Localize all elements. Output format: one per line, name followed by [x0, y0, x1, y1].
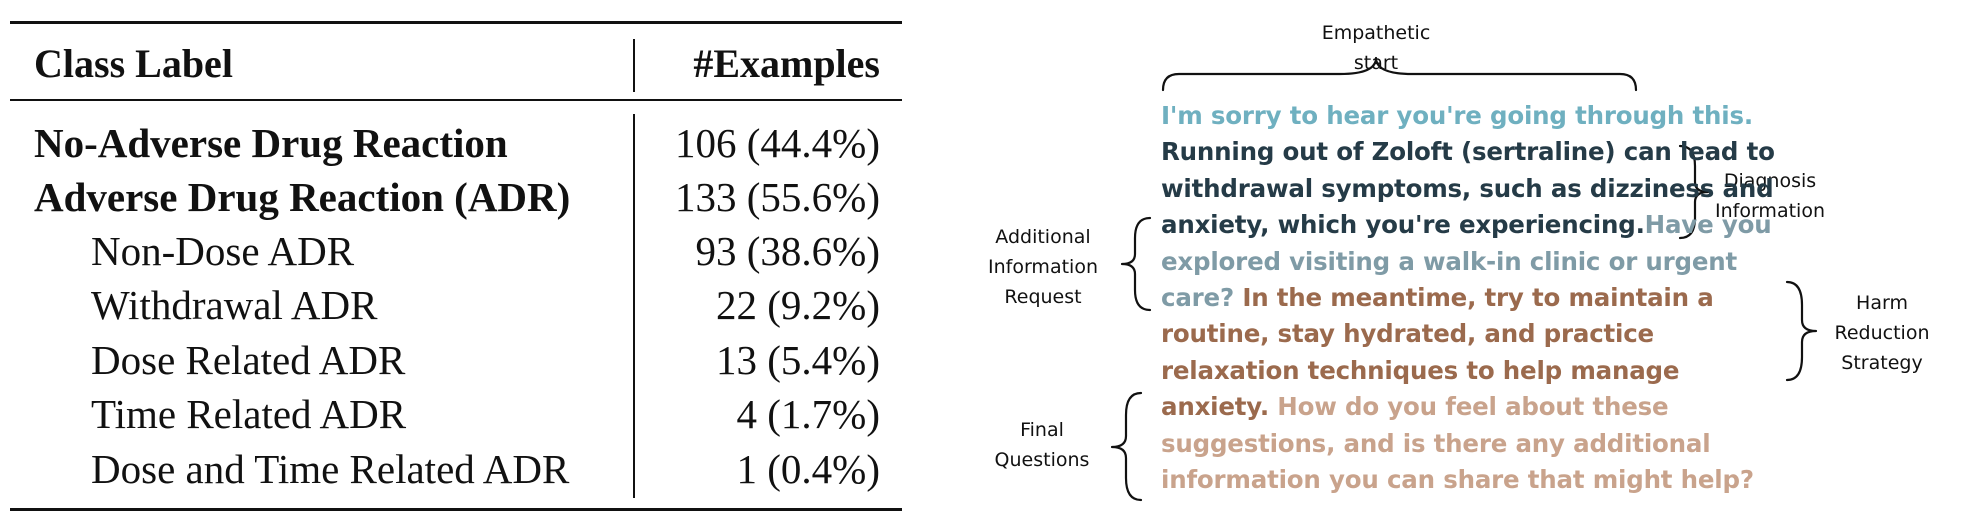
- table-bottom-rule: [10, 508, 902, 511]
- table-column-divider: [633, 39, 635, 92]
- row-label: Non-Dose ADR: [91, 228, 355, 274]
- segment-information-request: Have you explored visiting a walk-in cli…: [1161, 210, 1772, 313]
- row-label: No-Adverse Drug Reaction: [34, 120, 508, 166]
- row-examples: 1 (0.4%): [736, 446, 880, 492]
- table-header-rule: [10, 99, 902, 101]
- segment-final-questions: How do you feel about these suggestions,…: [1161, 392, 1754, 495]
- row-label: Adverse Drug Reaction (ADR): [34, 174, 571, 220]
- row-label: Dose and Time Related ADR: [91, 446, 570, 492]
- row-label: Time Related ADR: [91, 391, 407, 437]
- label-empathetic-start: Empathetic start: [1321, 22, 1431, 74]
- row-examples: 106 (44.4%): [675, 120, 880, 166]
- row-examples: 4 (1.7%): [736, 391, 880, 437]
- response-paragraph: I'm sorry to hear you're going through t…: [1161, 98, 1781, 498]
- header-examples: #Examples: [693, 41, 880, 86]
- brace-additional-information-request: [1120, 216, 1152, 312]
- brace-harm-reduction-strategy: [1785, 280, 1818, 382]
- row-examples: 13 (5.4%): [716, 337, 880, 383]
- table-column-divider: [633, 114, 635, 498]
- brace-empathetic-start: [1161, 56, 1638, 92]
- label-diagnosis-information: Diagnosis Information: [1715, 170, 1825, 222]
- annotation-braces: [1110, 56, 1818, 502]
- label-final-questions: Final Questions: [994, 419, 1090, 471]
- class-distribution-table: Class Label #Examples No-Adverse Drug Re…: [0, 0, 910, 524]
- row-label: Withdrawal ADR: [91, 282, 378, 328]
- row-examples: 22 (9.2%): [716, 282, 880, 328]
- label-harm-reduction-strategy: Harm Reduction Strategy: [1834, 292, 1930, 374]
- segment-empathetic-start: I'm sorry to hear you're going through t…: [1161, 101, 1753, 130]
- label-additional-information-request: Additional Information Request: [988, 226, 1098, 308]
- segment-harm-reduction: In the meantime, try to maintain a routi…: [1161, 283, 1714, 422]
- table-top-rule: [10, 21, 902, 24]
- segment-diagnosis-information: Running out of Zoloft (sertraline) can l…: [1161, 137, 1775, 240]
- annotated-response-figure: Empathetic start Diagnosis Information A…: [960, 0, 1962, 524]
- row-examples: 93 (38.6%): [695, 228, 880, 274]
- brace-final-questions: [1110, 391, 1143, 502]
- header-class-label: Class Label: [34, 41, 233, 86]
- brace-diagnosis-information: [1678, 144, 1710, 240]
- row-examples: 133 (55.6%): [675, 174, 880, 220]
- row-label: Dose Related ADR: [91, 337, 406, 383]
